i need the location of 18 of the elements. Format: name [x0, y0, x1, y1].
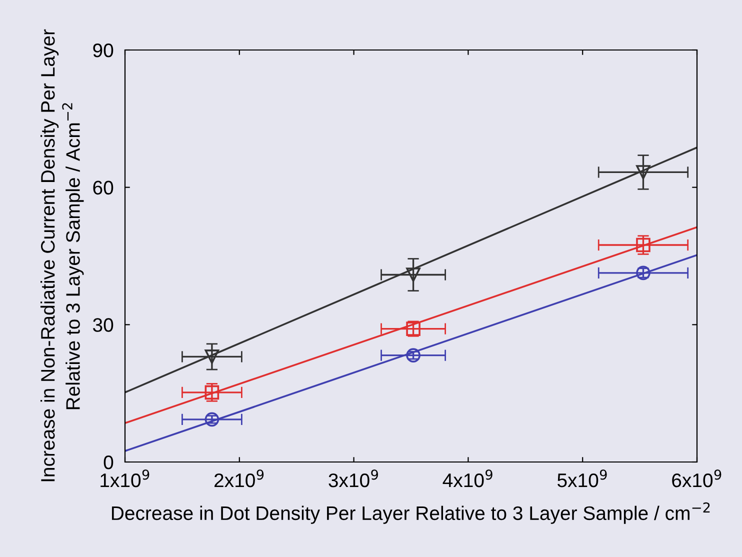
- point: [204, 412, 220, 427]
- y-tick-label: 30: [93, 318, 114, 332]
- y-tick-label: 90: [93, 43, 114, 58]
- y-tick-label: 0: [104, 455, 114, 470]
- y-axis-title: Increase in Non-Radiative Current Density Per Layer Relative to 3 Layer Sample / Acm$^{−2}$: [40, 29, 84, 482]
- point: [204, 350, 220, 364]
- x-tick-label: 5x10$^{9}$: [558, 470, 607, 488]
- point: [406, 348, 420, 362]
- point: [406, 268, 420, 282]
- x-tick-label: 2x10$^{9}$: [214, 470, 264, 488]
- x-tick-label: 1x10$^{9}$: [100, 470, 150, 488]
- point: [636, 165, 650, 180]
- x-tick-label: 3x10$^{9}$: [328, 470, 378, 488]
- x-tick-label: 4x10$^{9}$: [442, 470, 492, 488]
- point: [636, 238, 650, 252]
- x-axis-title: Decrease in Dot Density Per Layer Relative to 3 Layer Sample / cm$^{−2}$: [112, 502, 710, 524]
- x-tick-label: 6x10$^{9}$: [672, 470, 722, 488]
- y-tick-label: 60: [93, 180, 114, 195]
